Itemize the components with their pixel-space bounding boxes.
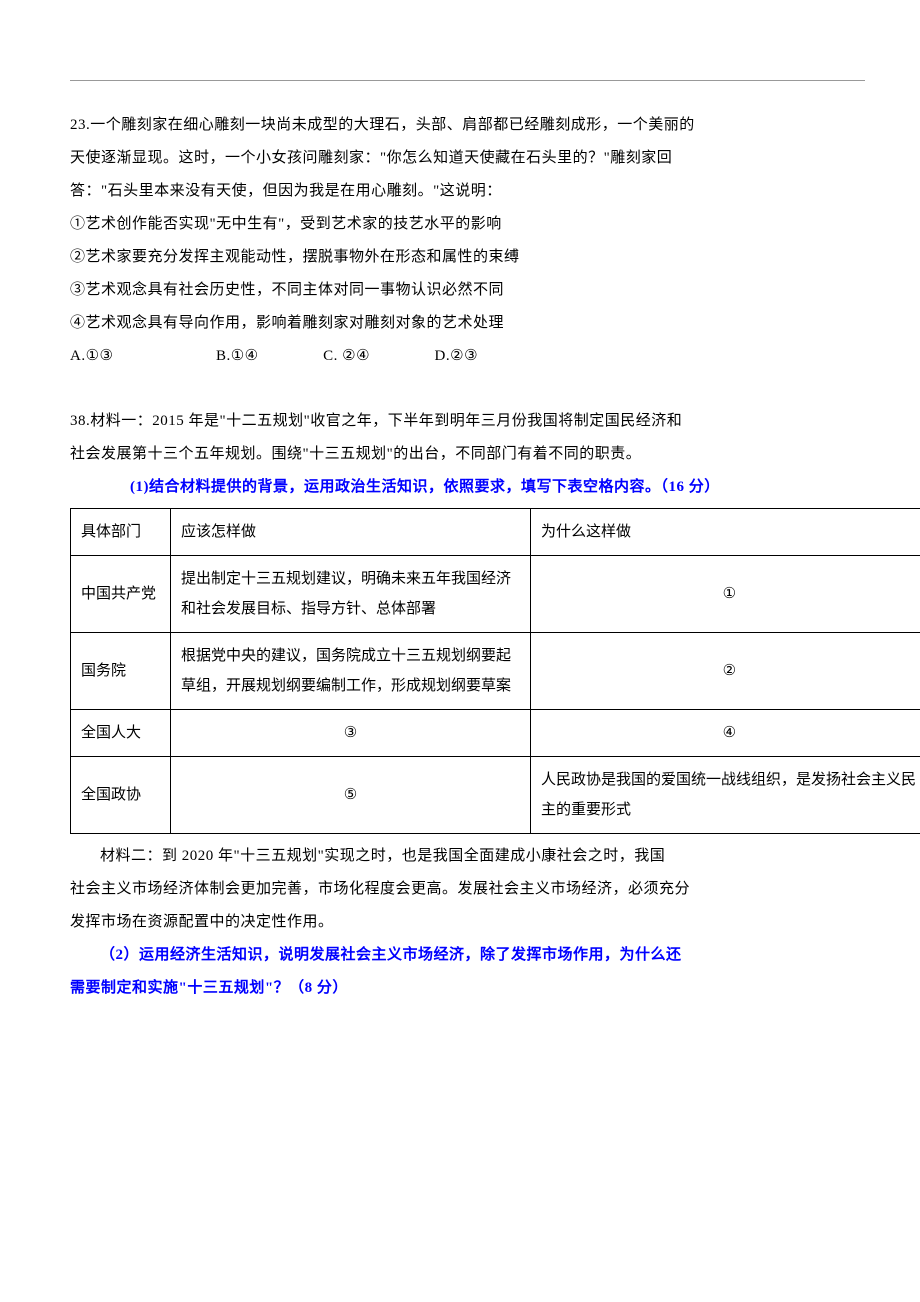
table-row: 全国政协 ⑤ 人民政协是我国的爱国统一战线组织，是发扬社会主义民主的重要形式 xyxy=(71,757,920,834)
td-dept: 国务院 xyxy=(71,633,171,710)
q23-optD: D.②③ xyxy=(435,340,478,373)
th-why: 为什么这样做 xyxy=(531,509,920,556)
table-header-row: 具体部门 应该怎样做 为什么这样做 xyxy=(71,509,920,556)
td-dept: 全国政协 xyxy=(71,757,171,834)
q38-prompt2a: （2）运用经济生活知识，说明发展社会主义市场经济，除了发挥市场作用，为什么还 xyxy=(70,939,865,972)
td-how: 根据党中央的建议，国务院成立十三五规划纲要起草组，开展规划纲要编制工作，形成规划… xyxy=(171,633,531,710)
q38-table: 具体部门 应该怎样做 为什么这样做 中国共产党 提出制定十三五规划建议，明确未来… xyxy=(70,508,920,834)
q38-intro1: 38.材料一：2015 年是"十二五规划"收官之年，下半年到明年三月份我国将制定… xyxy=(70,405,865,438)
q23-options: A.①③ B.①④ C. ②④ D.②③ xyxy=(70,340,865,373)
q38-prompt1: (1)结合材料提供的背景，运用政治生活知识，依照要求，填写下表空格内容。（16 … xyxy=(70,471,865,504)
q23-optA: A.①③ xyxy=(70,340,113,373)
q38-material2a: 材料二：到 2020 年"十三五规划"实现之时，也是我国全面建成小康社会之时，我… xyxy=(70,840,865,873)
q23-item3: ③艺术观念具有社会历史性，不同主体对同一事物认识必然不同 xyxy=(70,274,865,307)
q23-line2: 天使逐渐显现。这时，一个小女孩问雕刻家："你怎么知道天使藏在石头里的？"雕刻家回 xyxy=(70,142,865,175)
table-row: 国务院 根据党中央的建议，国务院成立十三五规划纲要起草组，开展规划纲要编制工作，… xyxy=(71,633,920,710)
q23-line1: 23.一个雕刻家在细心雕刻一块尚未成型的大理石，头部、肩部都已经雕刻成形，一个美… xyxy=(70,109,865,142)
q38-prompt2b: 需要制定和实施"十三五规划"？（8 分） xyxy=(70,972,865,1005)
q23-line3: 答："石头里本来没有天使，但因为我是在用心雕刻。"这说明： xyxy=(70,175,865,208)
table-row: 全国人大 ③ ④ xyxy=(71,710,920,757)
q38-material2c: 发挥市场在资源配置中的决定性作用。 xyxy=(70,906,865,939)
td-how: 提出制定十三五规划建议，明确未来五年我国经济和社会发展目标、指导方针、总体部署 xyxy=(171,556,531,633)
q38-intro2: 社会发展第十三个五年规划。围绕"十三五规划"的出台，不同部门有着不同的职责。 xyxy=(70,438,865,471)
td-why: ④ xyxy=(531,710,920,757)
top-divider xyxy=(70,80,865,81)
td-how: ⑤ xyxy=(171,757,531,834)
section-gap xyxy=(70,373,865,405)
q23-item1: ①艺术创作能否实现"无中生有"，受到艺术家的技艺水平的影响 xyxy=(70,208,865,241)
q23-optB: B.①④ xyxy=(216,340,259,373)
q23-item2: ②艺术家要充分发挥主观能动性，摆脱事物外在形态和属性的束缚 xyxy=(70,241,865,274)
th-how: 应该怎样做 xyxy=(171,509,531,556)
q23-item4: ④艺术观念具有导向作用，影响着雕刻家对雕刻对象的艺术处理 xyxy=(70,307,865,340)
td-dept: 中国共产党 xyxy=(71,556,171,633)
q23-optC: C. ②④ xyxy=(323,340,370,373)
td-why: ② xyxy=(531,633,920,710)
table-row: 中国共产党 提出制定十三五规划建议，明确未来五年我国经济和社会发展目标、指导方针… xyxy=(71,556,920,633)
td-why: 人民政协是我国的爱国统一战线组织，是发扬社会主义民主的重要形式 xyxy=(531,757,920,834)
q38-material2b: 社会主义市场经济体制会更加完善，市场化程度会更高。发展社会主义市场经济，必须充分 xyxy=(70,873,865,906)
th-dept: 具体部门 xyxy=(71,509,171,556)
td-dept: 全国人大 xyxy=(71,710,171,757)
td-how: ③ xyxy=(171,710,531,757)
td-why: ① xyxy=(531,556,920,633)
